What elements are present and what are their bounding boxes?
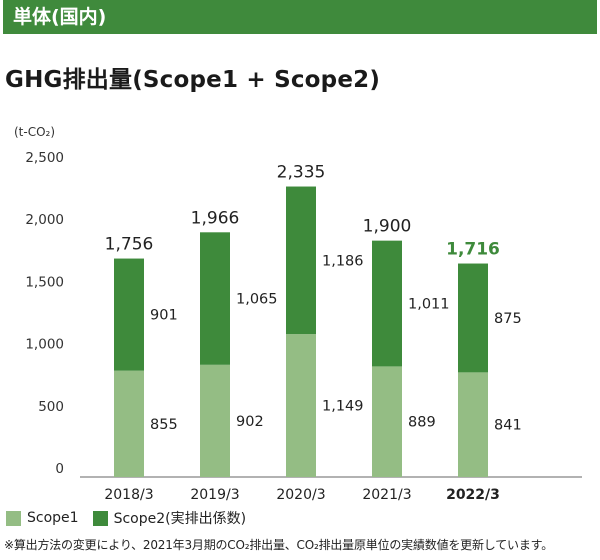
bar-scope1: [372, 366, 402, 477]
bar-scope1: [458, 372, 488, 477]
bar-scope1: [114, 370, 144, 477]
section-header-label: 単体(国内): [13, 6, 107, 28]
chart-title: GHG排出量(Scope1 + Scope2): [5, 67, 381, 93]
y-tick-label: 2,000: [25, 212, 64, 228]
footnote: ※算出方法の変更により、2021年3月期のCO₂排出量、CO₂排出量原単位の実績…: [4, 538, 554, 552]
data-label-scope2: 901: [150, 308, 178, 324]
y-tick-label: 0: [55, 461, 64, 477]
data-label-scope1: 902: [236, 414, 264, 430]
data-label-scope2: 1,186: [322, 253, 364, 269]
x-tick-label: 2019/3: [190, 487, 239, 503]
total-label: 2,335: [277, 163, 326, 183]
data-label-scope1: 889: [408, 415, 436, 431]
data-label-scope2: 1,065: [236, 292, 278, 308]
x-tick-label: 2018/3: [104, 487, 153, 503]
y-tick-label: 1,500: [25, 274, 64, 290]
data-label-scope1: 841: [494, 418, 522, 434]
total-label: 1,966: [191, 208, 240, 228]
section-header: 単体(国内): [3, 0, 597, 34]
bar-scope1: [200, 364, 230, 477]
total-label: 1,716: [446, 240, 500, 260]
x-tick-label: 2021/3: [362, 487, 411, 503]
legend-label-scope2: Scope2(実排出係数): [113, 511, 247, 527]
y-tick-label: 500: [38, 399, 64, 415]
legend-label-scope1: Scope1: [27, 510, 79, 526]
data-label-scope1: 855: [150, 417, 178, 433]
total-label: 1,756: [105, 235, 154, 255]
chart-legend: Scope1 Scope2(実排出係数): [6, 508, 260, 528]
y-tick-label: 2,500: [25, 150, 64, 166]
data-label-scope2: 1,011: [408, 297, 450, 313]
x-tick-label: 2020/3: [276, 487, 325, 503]
data-label-scope2: 875: [494, 311, 522, 327]
bar-scope2: [286, 186, 316, 335]
legend-swatch-scope1: [6, 510, 21, 526]
ghg-emissions-chart: (t-CO₂) 0 500 1,000 1,500 2,000 2,500 855 901 1,7…: [14, 125, 582, 503]
bar-scope1: [286, 334, 316, 477]
total-label: 1,900: [363, 217, 412, 237]
bar-scope2: [200, 232, 230, 365]
y-axis-unit-label: (t-CO₂): [14, 125, 55, 139]
bar-scope2: [114, 258, 144, 371]
bar-scope2: [372, 240, 402, 367]
legend-item-scope2: Scope2(実排出係数): [92, 508, 247, 528]
legend-item-scope1: Scope1: [6, 510, 79, 526]
y-tick-label: 1,000: [25, 337, 64, 353]
data-label-scope1: 1,149: [322, 399, 364, 415]
bar-scope2: [458, 263, 488, 373]
legend-swatch-scope2: [92, 510, 108, 526]
x-tick-label: 2022/3: [446, 487, 500, 503]
